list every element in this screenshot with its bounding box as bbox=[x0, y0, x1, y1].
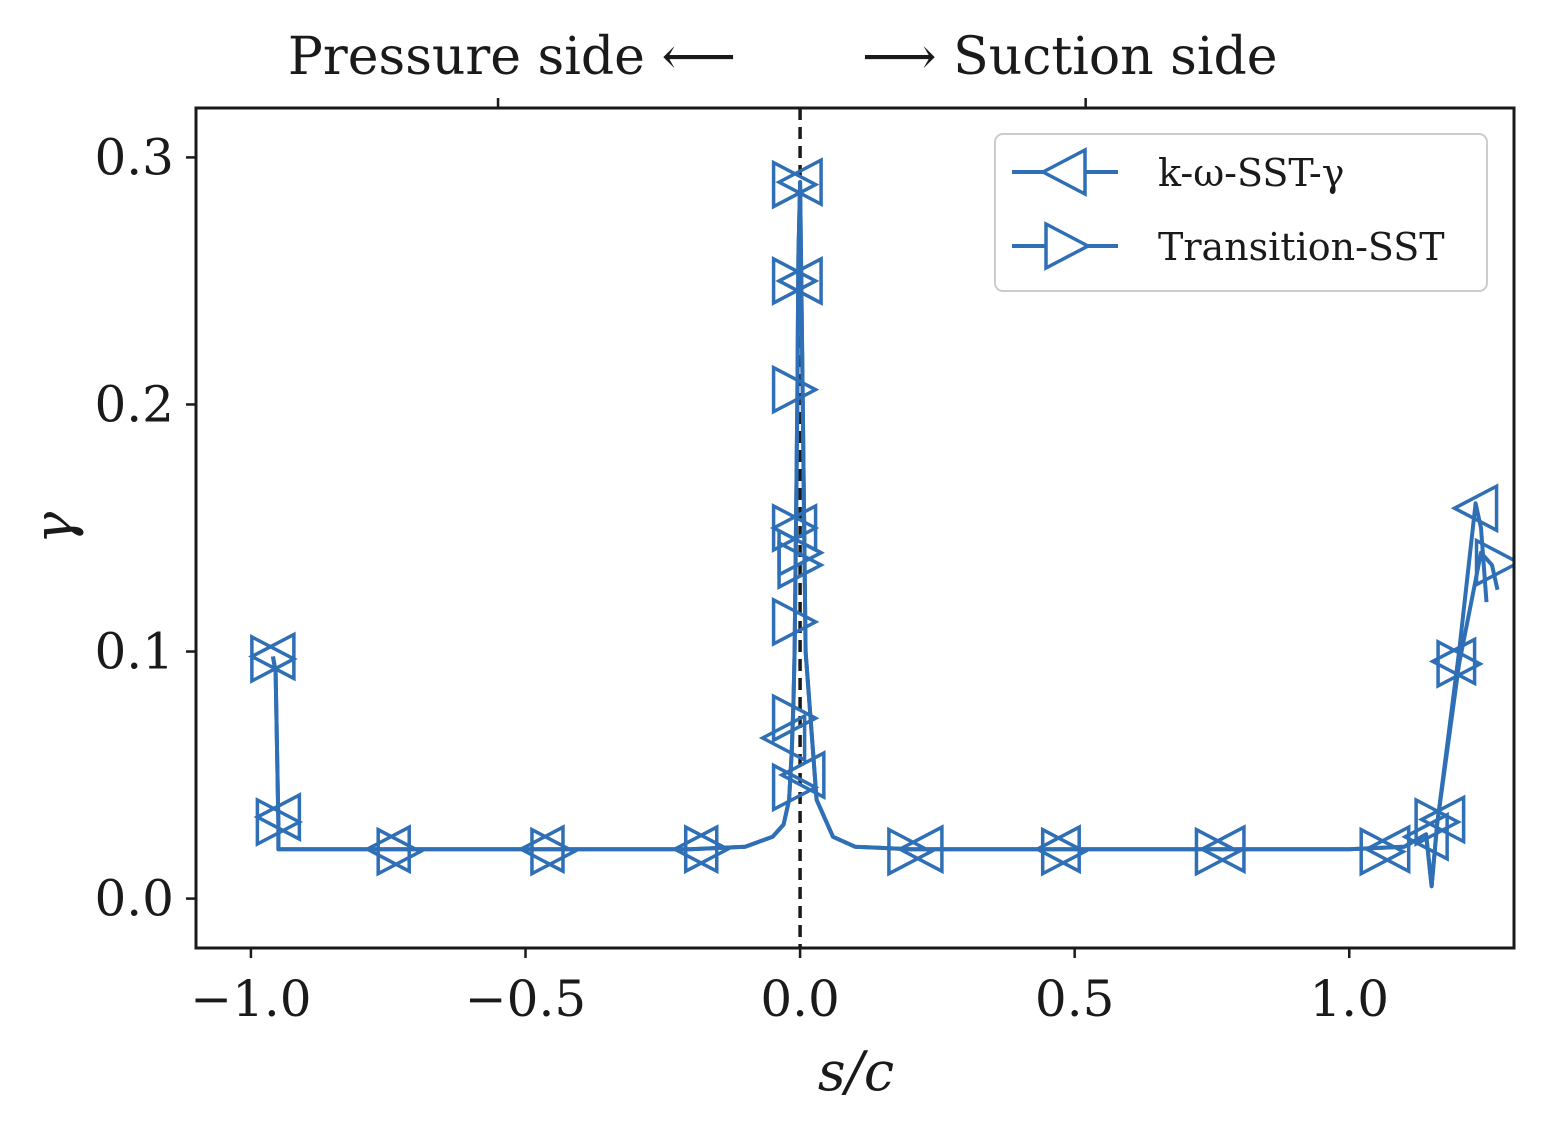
legend-label-kwsst-gamma: k-ω-SST-γ bbox=[1158, 151, 1344, 195]
marker-kwsst-gamma-17 bbox=[1450, 483, 1499, 534]
pressure-side-label: Pressure side ⟵ bbox=[288, 27, 736, 87]
marker-transition-sst-9 bbox=[771, 596, 820, 647]
legend-entry-transition-sst: Transition-SST bbox=[1012, 221, 1445, 271]
marker-transition-sst-6 bbox=[771, 256, 820, 306]
marker-transition-sst-3 bbox=[530, 826, 578, 877]
marker-kwsst-gamma-5 bbox=[758, 713, 807, 763]
x-axis-label: s/c bbox=[818, 1040, 894, 1103]
marker-transition-sst-5 bbox=[771, 159, 820, 210]
x-tick-label: 0.5 bbox=[1035, 970, 1115, 1028]
marker-transition-sst-10 bbox=[771, 693, 820, 744]
x-tick-label: −0.5 bbox=[465, 970, 586, 1028]
y-axis-label: γ bbox=[22, 511, 85, 544]
marker-transition-sst-7 bbox=[771, 364, 820, 415]
x-tick-label: 1.0 bbox=[1309, 970, 1389, 1028]
y-tick-label: 0.1 bbox=[94, 623, 174, 681]
plot-clipped-group bbox=[248, 108, 1514, 948]
marker-transition-sst-1 bbox=[255, 797, 304, 847]
marker-transition-sst-16 bbox=[1194, 826, 1243, 877]
marker-transition-sst-0 bbox=[250, 634, 298, 684]
series-line-transition-sst bbox=[270, 180, 1500, 889]
marker-transition-sst-14 bbox=[887, 826, 935, 877]
marker-kwsst-gamma-9 bbox=[778, 750, 826, 800]
marker-transition-sst-15 bbox=[1040, 826, 1089, 877]
legend-label-transition-sst: Transition-SST bbox=[1158, 225, 1445, 269]
marker-transition-sst-20 bbox=[1474, 537, 1514, 588]
marker-transition-sst-18 bbox=[1414, 797, 1462, 847]
y-tick-label: 0.3 bbox=[94, 128, 174, 186]
marker-transition-sst-2 bbox=[376, 826, 424, 877]
y-tick-label: 0.0 bbox=[94, 870, 174, 928]
legend-marker-triangle-left-icon bbox=[1039, 147, 1087, 197]
legend-entry-kwsst-gamma: k-ω-SST-γ bbox=[1012, 147, 1344, 197]
suction-side-label: ⟶ Suction side bbox=[862, 27, 1278, 87]
marker-transition-sst-17 bbox=[1359, 826, 1407, 877]
marker-transition-sst-13 bbox=[777, 540, 825, 590]
x-tick-label: −1.0 bbox=[190, 970, 311, 1028]
plot-content bbox=[248, 108, 1514, 948]
x-tick-label: 0.0 bbox=[760, 970, 840, 1028]
marker-transition-sst-11 bbox=[771, 762, 820, 813]
legend: k-ω-SST-γ Transition-SST bbox=[994, 133, 1488, 292]
marker-transition-sst-19 bbox=[1436, 638, 1484, 689]
plot-frame bbox=[194, 106, 1516, 950]
y-tick-label: 0.2 bbox=[94, 375, 174, 433]
marker-transition-sst-4 bbox=[683, 824, 732, 875]
axes-layer: −1.0 −0.5 0.0 0.5 1.0 0.0 0.1 0.2 0.3 bbox=[94, 98, 1516, 1028]
legend-marker-triangle-right-icon bbox=[1044, 221, 1092, 271]
